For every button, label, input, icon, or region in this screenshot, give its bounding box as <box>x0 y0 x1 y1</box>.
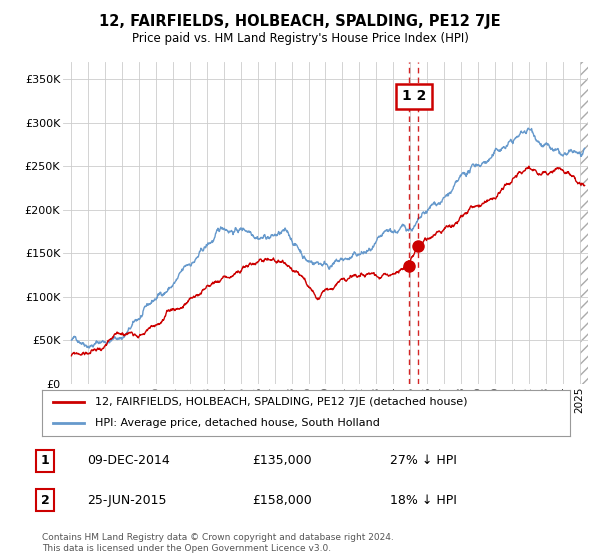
Text: £158,000: £158,000 <box>252 493 312 507</box>
Text: 25-JUN-2015: 25-JUN-2015 <box>87 493 167 507</box>
Text: 1: 1 <box>41 454 49 468</box>
Text: 1 2: 1 2 <box>401 90 426 104</box>
Text: 12, FAIRFIELDS, HOLBEACH, SPALDING, PE12 7JE (detached house): 12, FAIRFIELDS, HOLBEACH, SPALDING, PE12… <box>95 397 467 407</box>
Text: £135,000: £135,000 <box>252 454 311 468</box>
Bar <box>580 62 596 384</box>
Text: 12, FAIRFIELDS, HOLBEACH, SPALDING, PE12 7JE: 12, FAIRFIELDS, HOLBEACH, SPALDING, PE12… <box>99 14 501 29</box>
Text: 2: 2 <box>41 493 49 507</box>
Text: 18% ↓ HPI: 18% ↓ HPI <box>390 493 457 507</box>
Text: 09-DEC-2014: 09-DEC-2014 <box>87 454 170 468</box>
Text: Price paid vs. HM Land Registry's House Price Index (HPI): Price paid vs. HM Land Registry's House … <box>131 32 469 45</box>
Text: Contains HM Land Registry data © Crown copyright and database right 2024.
This d: Contains HM Land Registry data © Crown c… <box>42 533 394 553</box>
Text: 27% ↓ HPI: 27% ↓ HPI <box>390 454 457 468</box>
Text: HPI: Average price, detached house, South Holland: HPI: Average price, detached house, Sout… <box>95 418 380 428</box>
